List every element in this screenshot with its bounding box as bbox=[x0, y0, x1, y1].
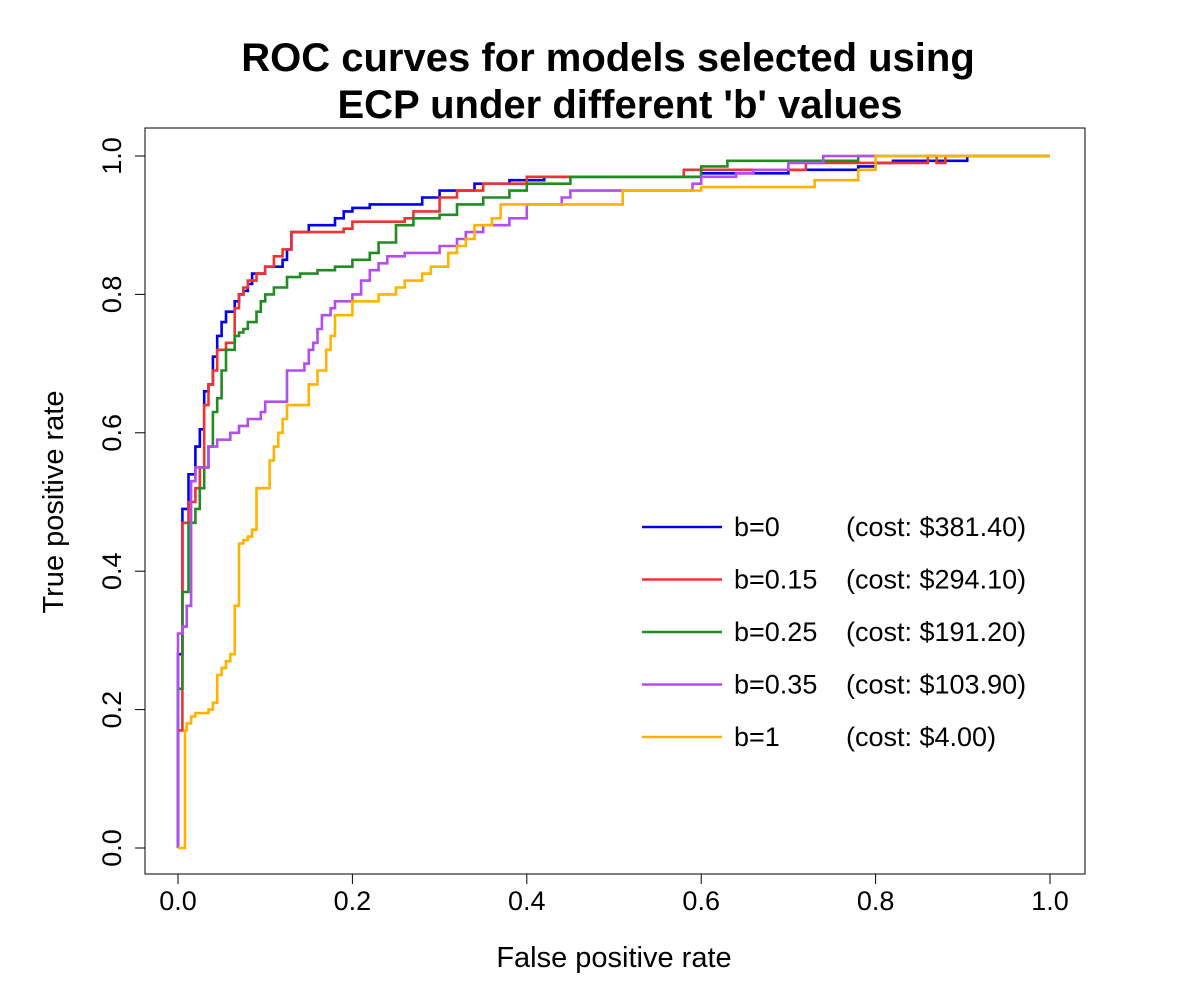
legend-cost: (cost: $294.10) bbox=[846, 565, 1026, 595]
y-tick-label: 0.0 bbox=[97, 829, 127, 867]
x-tick-label: 0.8 bbox=[857, 886, 895, 916]
y-tick-label: 0.8 bbox=[97, 276, 127, 314]
series-layer bbox=[176, 154, 1050, 850]
x-tick-label: 0.2 bbox=[334, 886, 372, 916]
y-tick-label: 0.6 bbox=[97, 414, 127, 452]
legend: b=0 (cost: $381.40)b=0.15 (cost: $294.10)b… bbox=[642, 512, 1026, 752]
legend-name: b=0.25 bbox=[734, 617, 817, 647]
y-tick-label: 0.4 bbox=[97, 552, 127, 590]
chart-title-line-2: ECP under different 'b' values bbox=[337, 83, 902, 127]
legend-item-b035: b=0.35 (cost: $103.90) bbox=[642, 670, 1026, 700]
legend-cost: (cost: $381.40) bbox=[846, 512, 1026, 542]
x-tick-label: 0.4 bbox=[508, 886, 546, 916]
x-tick-label: 1.0 bbox=[1031, 886, 1069, 916]
roc-line-b1 bbox=[178, 154, 1050, 850]
legend-name: b=0 bbox=[734, 512, 780, 542]
y-axis: 0.0 0.2 0.4 0.6 0.8 1.0 bbox=[97, 137, 146, 867]
chart-title-line-1: ROC curves for models selected using bbox=[241, 36, 975, 80]
plot-area-frame bbox=[144, 127, 1086, 875]
y-tick-label: 1.0 bbox=[97, 137, 127, 175]
legend-cost: (cost: $191.20) bbox=[846, 617, 1026, 647]
x-axis: 0.0 0.2 0.4 0.6 0.8 1.0 bbox=[159, 873, 1069, 916]
legend-name: b=0.15 bbox=[734, 565, 817, 595]
legend-cost: (cost: $103.90) bbox=[846, 670, 1026, 700]
y-tick-label: 0.2 bbox=[97, 691, 127, 729]
legend-name: b=1 bbox=[734, 722, 780, 752]
legend-item-b0: b=0 (cost: $381.40) bbox=[642, 512, 1026, 542]
legend-name: b=0.35 bbox=[734, 670, 817, 700]
y-axis-label: True positive rate bbox=[38, 391, 70, 614]
legend-item-b025: b=0.25 (cost: $191.20) bbox=[642, 617, 1026, 647]
x-axis-label: False positive rate bbox=[496, 942, 731, 974]
legend-cost: (cost: $4.00) bbox=[846, 722, 996, 752]
legend-item-b015: b=0.15 (cost: $294.10) bbox=[642, 565, 1026, 595]
x-tick-label: 0.0 bbox=[159, 886, 197, 916]
legend-item-b1: b=1 (cost: $4.00) bbox=[642, 722, 996, 752]
x-tick-label: 0.6 bbox=[682, 886, 720, 916]
